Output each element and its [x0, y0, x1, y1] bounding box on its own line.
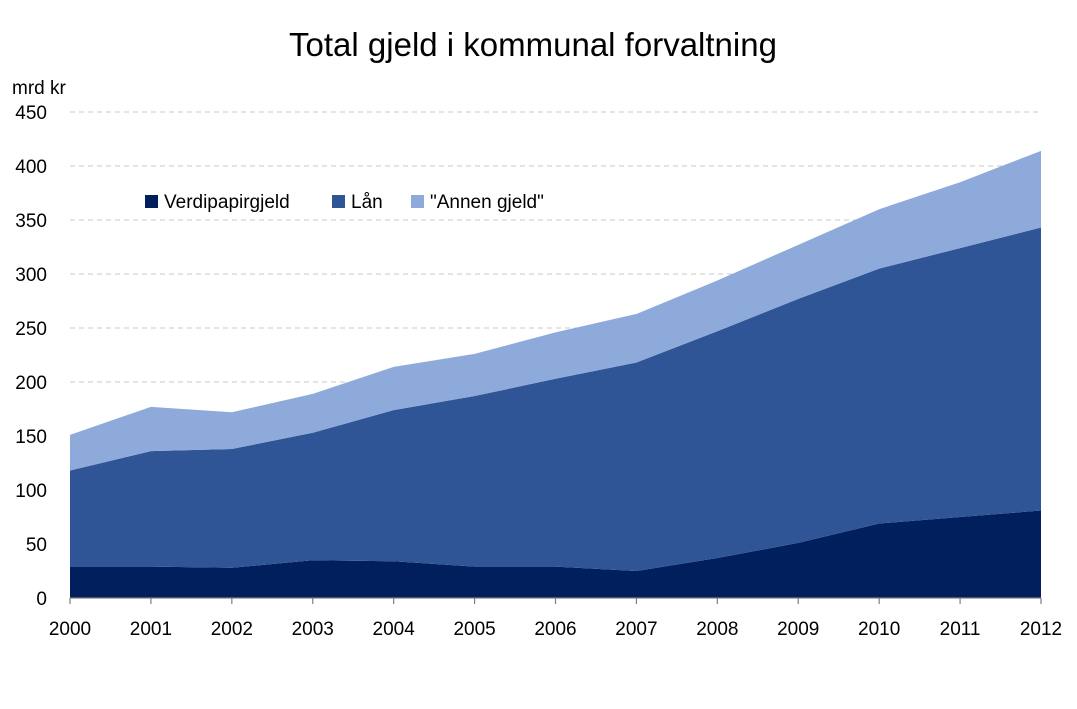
chart-title: Total gjeld i kommunal forvaltning — [289, 26, 777, 63]
y-tick-label: 250 — [15, 319, 47, 340]
y-tick-label: 350 — [15, 211, 47, 232]
y-axis-unit-label: mrd kr — [12, 78, 67, 99]
x-tick-label: 2008 — [696, 619, 738, 640]
x-tick-label: 2011 — [940, 619, 981, 640]
x-tick-label: 2007 — [615, 619, 657, 640]
area-series-1 — [70, 510, 1041, 598]
y-tick-label: 200 — [15, 373, 47, 394]
legend-label-2: Lån — [351, 192, 383, 213]
legend-swatch-1 — [145, 195, 158, 208]
y-tick-label: 50 — [26, 535, 47, 556]
x-tick-label: 2004 — [373, 619, 416, 640]
x-tick-label: 2009 — [777, 619, 819, 640]
x-tick-label: 2003 — [292, 619, 334, 640]
area-series-2 — [70, 227, 1041, 571]
y-tick-label: 150 — [15, 427, 47, 448]
x-tick-label: 2006 — [534, 619, 576, 640]
legend: Verdipapirgjeld Lån "Annen gjeld" — [145, 192, 544, 213]
y-tick-label: 450 — [15, 103, 47, 124]
legend-swatch-2 — [332, 195, 345, 208]
y-tick-label: 400 — [15, 157, 47, 178]
area-series-3 — [70, 150, 1041, 471]
x-tick-label: 2010 — [858, 619, 900, 640]
legend-swatch-3 — [411, 195, 424, 208]
x-tick-label: 2005 — [453, 619, 495, 640]
y-tick-label: 100 — [15, 481, 47, 502]
axes: 0 50 100 150 200 250 300 350 400 450 2000 2001 2002 2… — [15, 103, 1062, 640]
legend-label-3: "Annen gjeld" — [430, 192, 544, 213]
area-series-layer — [70, 150, 1041, 598]
x-tick-label: 2002 — [211, 619, 253, 640]
legend-label-1: Verdipapirgjeld — [164, 192, 290, 213]
x-tick-label: 2012 — [1020, 619, 1062, 640]
x-tick-label: 2001 — [130, 619, 172, 640]
y-tick-label: 0 — [36, 589, 47, 610]
x-tick-label: 2000 — [49, 619, 91, 640]
y-tick-label: 300 — [15, 265, 47, 286]
